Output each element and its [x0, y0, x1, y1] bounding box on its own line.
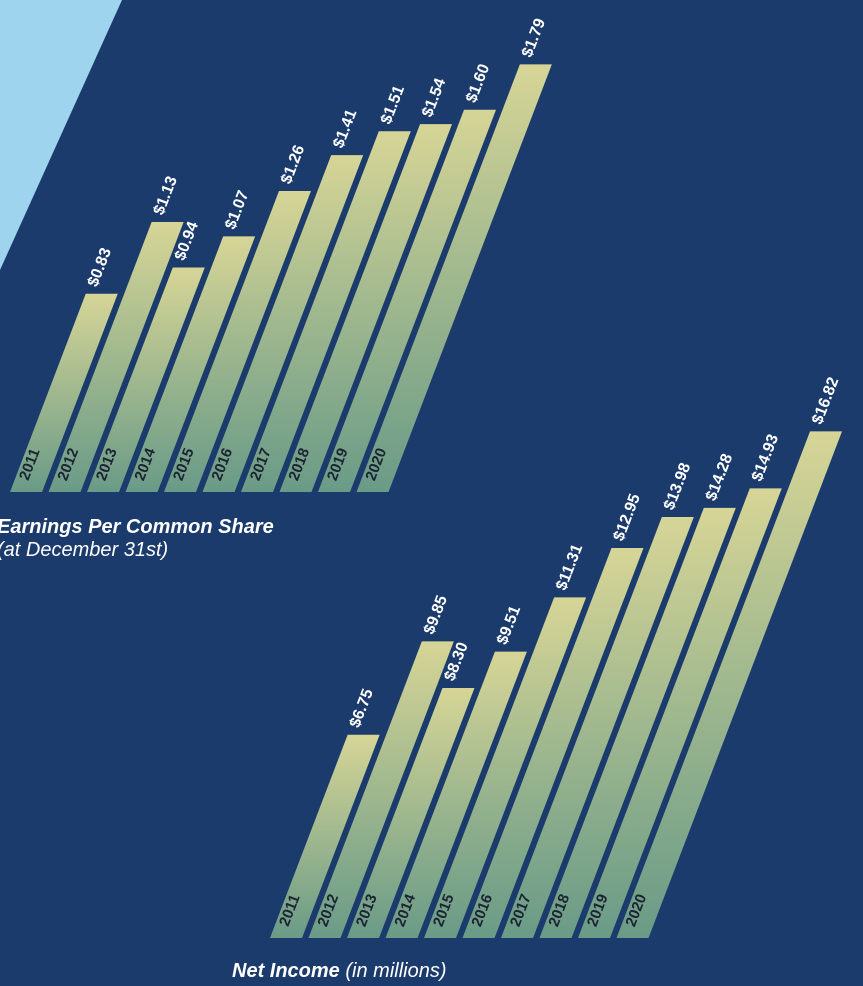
eps-value-label: $1.07 [222, 188, 252, 232]
eps-value-label: $1.26 [278, 143, 308, 187]
net-income-bar [616, 431, 843, 938]
net-income-bar [578, 488, 782, 938]
eps-chart-title: Earnings Per Common Share [0, 516, 274, 538]
net-income-value-label: $13.98 [661, 461, 694, 513]
eps-value-label: $0.83 [85, 246, 115, 290]
net-income-chart-title: Net Income [232, 960, 340, 982]
eps-bar [279, 124, 453, 492]
eps-chart-subtitle: (at December 31st) [0, 539, 169, 561]
eps-bar [241, 131, 411, 492]
eps-bar [202, 155, 364, 492]
net-income-bar [347, 688, 475, 938]
eps-caption: Earnings Per Common Share (at December 3… [0, 516, 274, 562]
net-income-bar [424, 597, 587, 938]
net-income-bar [385, 651, 527, 938]
eps-bar [87, 267, 205, 492]
net-income-bar [462, 547, 644, 938]
eps-value-label: $1.79 [519, 16, 549, 60]
net-income-value-label: $14.93 [749, 432, 782, 484]
eps-bar [164, 191, 311, 492]
accent-panel [0, 0, 122, 270]
eps-bar [125, 236, 256, 492]
eps-value-label: $1.54 [419, 76, 449, 120]
net-income-value-label: $14.28 [703, 451, 736, 503]
eps-value-label: $1.13 [151, 174, 181, 218]
net-income-caption: Net Income (in millions) [232, 960, 447, 983]
eps-value-label: $1.51 [378, 83, 408, 127]
net-income-value-label: $9.51 [494, 603, 524, 647]
net-income-chart: 2011$6.752012$9.852013$8.302014$9.512015… [270, 375, 843, 938]
eps-bar [318, 109, 497, 493]
net-income-bar [270, 734, 380, 938]
net-income-value-label: $6.75 [347, 687, 377, 731]
eps-value-label: $1.41 [330, 107, 360, 151]
net-income-bar [501, 516, 694, 938]
net-income-value-label: $12.95 [611, 492, 644, 544]
eps-value-label: $1.60 [463, 62, 493, 106]
net-income-bar [308, 641, 454, 938]
net-income-bar [539, 507, 736, 938]
eps-bar [356, 64, 552, 492]
eps-bar [48, 222, 184, 493]
net-income-value-label: $9.85 [421, 593, 451, 637]
net-income-value-label: $11.31 [553, 542, 586, 593]
net-income-value-label: $16.82 [809, 375, 842, 427]
net-income-chart-subtitle: (in millions) [345, 960, 447, 982]
eps-bar [10, 293, 118, 492]
eps-chart: 2011$0.832012$1.132013$0.942014$1.072015… [10, 16, 552, 493]
